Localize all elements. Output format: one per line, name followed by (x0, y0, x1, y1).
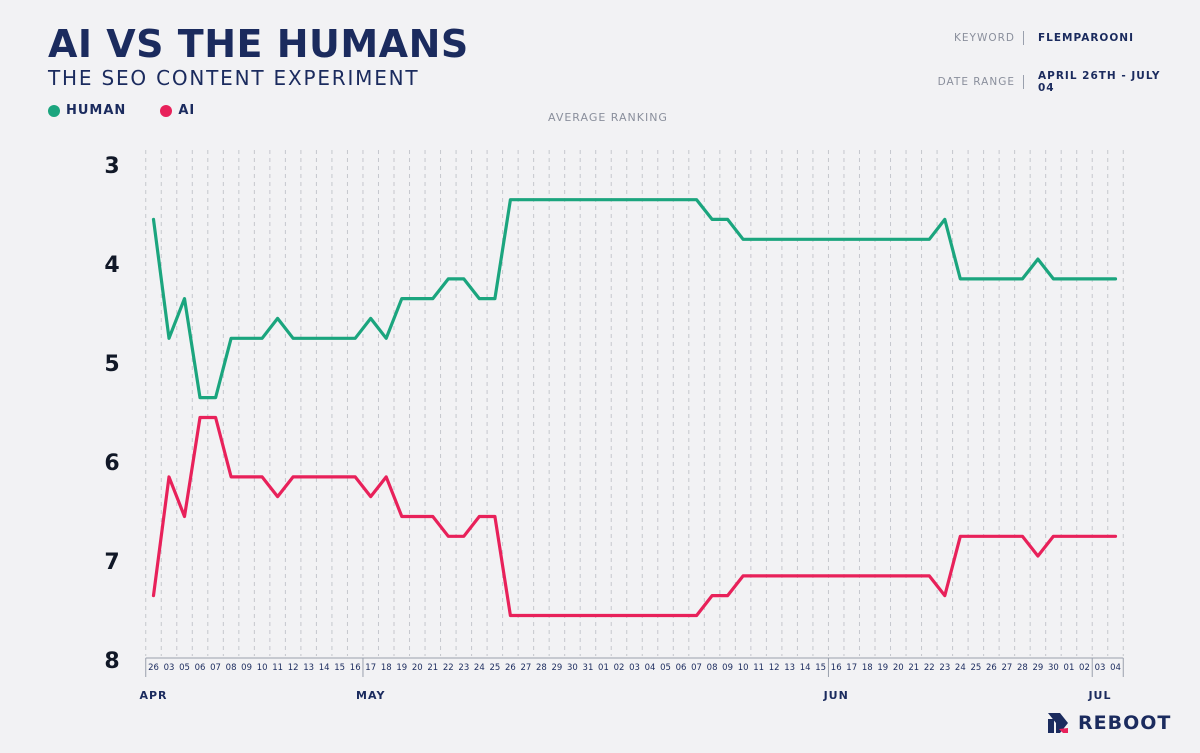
x-tick-label: 03 (629, 663, 640, 673)
x-tick-label: 03 (164, 663, 175, 673)
human-dot-icon (48, 104, 60, 117)
x-tick-label: 24 (474, 663, 485, 673)
x-tick-label: 13 (303, 663, 314, 673)
legend-label-human: HUMAN (66, 103, 127, 118)
legend-item-ai: AI (160, 103, 195, 118)
y-tick-label: 7 (104, 550, 119, 575)
y-tick-label: 4 (104, 253, 119, 278)
month-label: JUN (823, 689, 849, 702)
x-tick-label: 19 (877, 663, 888, 673)
reboot-logo-icon (1048, 713, 1068, 733)
x-tick-label: 07 (691, 663, 702, 673)
x-tick-label: 14 (800, 663, 811, 673)
keyword-label: KEYWORD (954, 31, 1024, 45)
x-tick-label: 24 (955, 663, 966, 673)
x-tick-label: 15 (815, 663, 826, 673)
x-tick-label: 10 (257, 663, 268, 673)
x-tick-label: 03 (1095, 663, 1106, 673)
x-tick-label: 15 (334, 663, 345, 673)
keyword-value: FLEMPAROONI (1038, 32, 1134, 44)
x-tick-label: 28 (536, 663, 547, 673)
x-tick-label: 12 (288, 663, 299, 673)
x-tick-label: 30 (567, 663, 578, 673)
x-tick-label: 08 (707, 663, 718, 673)
date-range-row: DATE RANGE APRIL 26TH - JULY 04 (938, 70, 1168, 94)
y-tick-label: 6 (104, 451, 119, 476)
x-tick-label: 17 (846, 663, 857, 673)
x-tick-label: 21 (427, 663, 438, 673)
x-tick-label: 18 (862, 663, 873, 673)
date-range-value: APRIL 26TH - JULY 04 (1038, 70, 1161, 94)
keyword-row: KEYWORD FLEMPAROONI (954, 31, 1168, 45)
legend-item-human: HUMAN (48, 103, 126, 118)
x-tick-label: 30 (1048, 663, 1059, 673)
x-tick-label: 25 (489, 663, 500, 673)
x-tick-label: 06 (676, 663, 687, 673)
month-label: APR (139, 689, 167, 702)
x-tick-label: 19 (396, 663, 407, 673)
series-line-human (151, 198, 1118, 400)
month-label: MAY (356, 689, 385, 702)
x-tick-label: 20 (412, 663, 423, 673)
x-tick-label: 16 (831, 663, 842, 673)
x-tick-label: 04 (1110, 663, 1121, 673)
y-tick-label: 5 (104, 352, 119, 377)
y-tick-label: 3 (104, 154, 119, 179)
x-tick-label: 23 (458, 663, 469, 673)
x-tick-label: 06 (195, 663, 206, 673)
x-tick-label: 29 (552, 663, 563, 673)
x-tick-label: 23 (939, 663, 950, 673)
x-tick-label: 21 (908, 663, 919, 673)
x-tick-label: 16 (350, 663, 361, 673)
x-tick-label: 31 (583, 663, 594, 673)
x-tick-label: 14 (319, 663, 330, 673)
chart-title: AI VS THE HUMANS (48, 22, 469, 66)
legend-label-ai: AI (178, 103, 196, 118)
x-tick-label: 26 (986, 663, 997, 673)
x-tick-label: 02 (614, 663, 625, 673)
x-tick-label: 28 (1017, 663, 1028, 673)
x-tick-label: 02 (1079, 663, 1090, 673)
x-tick-label: 22 (924, 663, 935, 673)
x-tick-label: 27 (520, 663, 531, 673)
reboot-logo-text: REBOOT (1078, 712, 1172, 734)
x-tick-label: 11 (753, 663, 764, 673)
x-tick-label: 25 (970, 663, 981, 673)
x-tick-label: 26 (148, 663, 159, 673)
x-tick-label: 04 (645, 663, 656, 673)
legend: HUMAN AI (48, 103, 229, 118)
month-label: JUL (1087, 689, 1111, 702)
x-tick-label: 26 (505, 663, 516, 673)
y-tick-label: 8 (104, 649, 119, 674)
chart-subtitle: THE SEO CONTENT EXPERIMENT (48, 66, 420, 90)
y-axis-title: AVERAGE RANKING (548, 111, 668, 124)
x-tick-label: 08 (226, 663, 237, 673)
ai-dot-icon (160, 104, 173, 117)
x-tick-label: 10 (738, 663, 749, 673)
x-tick-label: 18 (381, 663, 392, 673)
x-tick-label: 11 (272, 663, 283, 673)
x-tick-label: 05 (179, 663, 190, 673)
x-tick-label: 13 (784, 663, 795, 673)
series-line-ai (151, 415, 1118, 618)
x-tick-label: 01 (598, 663, 609, 673)
x-tick-label: 07 (210, 663, 221, 673)
x-tick-label: 01 (1064, 663, 1075, 673)
x-tick-label: 22 (443, 663, 454, 673)
x-tick-label: 09 (722, 663, 733, 673)
x-tick-label: 05 (660, 663, 671, 673)
x-tick-label: 09 (241, 663, 252, 673)
reboot-logo: REBOOT (1046, 711, 1171, 735)
x-tick-label: 12 (769, 663, 780, 673)
x-tick-label: 29 (1033, 663, 1044, 673)
x-tick-label: 27 (1001, 663, 1012, 673)
x-tick-label: 20 (893, 663, 904, 673)
date-range-label: DATE RANGE (938, 75, 1024, 89)
x-tick-label: 17 (365, 663, 376, 673)
